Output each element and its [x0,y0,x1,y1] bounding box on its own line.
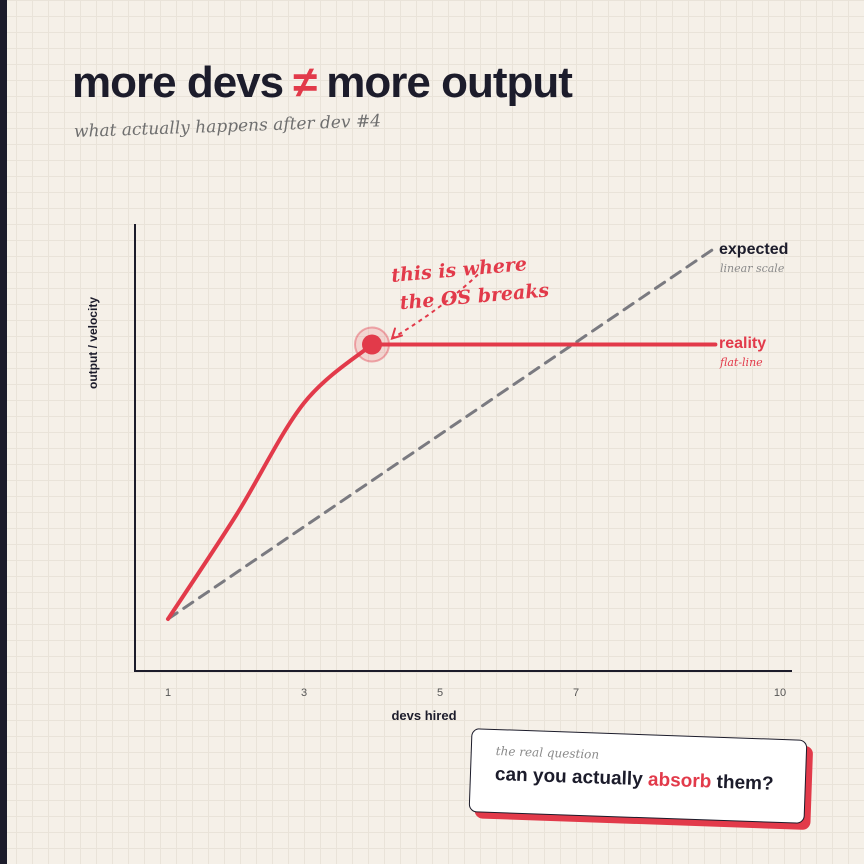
callout-eyebrow: the real question [495,744,600,762]
left-edge-bar [0,0,7,864]
x-tick-label: 5 [437,687,443,699]
annotation-arrow [391,273,479,340]
callout-card: the real question can you actually absor… [468,728,814,831]
callout-text-before: can you actually [494,764,644,791]
title-left: more devs [72,58,284,107]
expected-series-line [166,246,717,621]
annotation-text: this is where the OS breaks [390,253,550,314]
title-right: more output [326,58,573,107]
callout-text-after: them? [716,771,774,795]
x-tick-label: 3 [301,687,307,699]
x-tick-label: 7 [573,687,579,699]
expected-series-label: expected [719,241,788,258]
page-title: more devs ≠ more output [72,58,573,108]
y-axis-label: output / velocity [86,297,100,389]
x-tick-labels: 1 3 5 7 10 [165,687,786,699]
reality-series-label: reality [719,335,766,352]
x-axis-label: devs hired [391,708,456,723]
callout-question: can you actually absorb them? [495,764,782,796]
reality-series-line [166,342,718,621]
callout-text-highlight: absorb [647,769,712,793]
x-tick-label: 1 [165,687,171,699]
annotation-line-2: the OS breaks [399,279,550,314]
callout-body: the real question can you actually absor… [468,728,808,824]
annotation-line-1: this is where [390,253,527,287]
reality-series-note: flat-line [719,356,763,369]
annotation-arrowhead [390,327,403,340]
break-point-marker [362,334,382,355]
not-equal-icon: ≠ [293,58,317,107]
x-tick-label: 10 [774,687,786,699]
expected-series-note: linear scale [720,262,785,275]
